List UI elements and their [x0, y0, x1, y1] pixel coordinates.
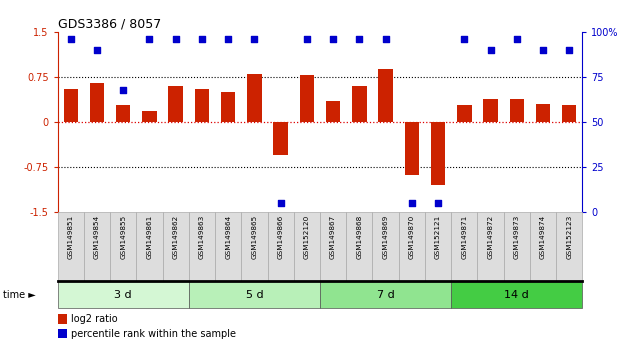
- Bar: [241, 212, 268, 281]
- Point: [459, 36, 469, 42]
- Point: [92, 47, 102, 53]
- Text: GSM149867: GSM149867: [330, 215, 336, 259]
- Bar: [556, 212, 582, 281]
- Point: [275, 200, 285, 206]
- Bar: [451, 212, 477, 281]
- Text: GSM149865: GSM149865: [252, 215, 257, 259]
- Text: GSM149871: GSM149871: [461, 215, 467, 259]
- Text: percentile rank within the sample: percentile rank within the sample: [70, 329, 236, 339]
- Point: [355, 36, 365, 42]
- Text: 7 d: 7 d: [377, 290, 394, 300]
- Text: GSM149872: GSM149872: [488, 215, 493, 259]
- Point: [433, 200, 443, 206]
- Bar: [346, 212, 372, 281]
- Text: GSM149862: GSM149862: [173, 215, 179, 259]
- Bar: [378, 69, 393, 122]
- Bar: [247, 74, 262, 122]
- Text: GSM149854: GSM149854: [94, 215, 100, 259]
- Bar: [300, 75, 314, 122]
- Text: GSM149866: GSM149866: [278, 215, 284, 259]
- Bar: [320, 212, 346, 281]
- Point: [380, 36, 390, 42]
- Bar: [536, 104, 550, 122]
- Bar: [483, 99, 498, 122]
- Bar: [562, 105, 577, 122]
- Point: [197, 36, 207, 42]
- Bar: [58, 314, 67, 324]
- Point: [485, 47, 495, 53]
- Point: [407, 200, 417, 206]
- Text: GSM149868: GSM149868: [356, 215, 362, 259]
- Point: [170, 36, 181, 42]
- Text: time ►: time ►: [3, 290, 36, 300]
- Bar: [116, 105, 131, 122]
- Text: 3 d: 3 d: [115, 290, 132, 300]
- Bar: [530, 212, 556, 281]
- Text: GSM149855: GSM149855: [120, 215, 126, 259]
- Bar: [58, 281, 189, 308]
- Bar: [90, 83, 104, 122]
- Text: GSM149873: GSM149873: [514, 215, 520, 259]
- Bar: [477, 212, 504, 281]
- Text: log2 ratio: log2 ratio: [70, 314, 117, 325]
- Bar: [404, 122, 419, 175]
- Bar: [58, 329, 67, 338]
- Text: GSM152120: GSM152120: [304, 215, 310, 259]
- Bar: [221, 92, 236, 122]
- Bar: [142, 111, 157, 122]
- Point: [249, 36, 260, 42]
- Bar: [399, 212, 425, 281]
- Text: GSM152123: GSM152123: [566, 215, 572, 259]
- Text: GSM149861: GSM149861: [147, 215, 152, 259]
- Bar: [168, 86, 183, 122]
- Text: GSM152121: GSM152121: [435, 215, 441, 259]
- Bar: [273, 122, 288, 155]
- Bar: [372, 212, 399, 281]
- Bar: [58, 212, 84, 281]
- Point: [66, 36, 76, 42]
- Point: [302, 36, 312, 42]
- Point: [538, 47, 548, 53]
- Text: GDS3386 / 8057: GDS3386 / 8057: [58, 18, 161, 31]
- Text: GSM149864: GSM149864: [225, 215, 231, 259]
- Bar: [509, 99, 524, 122]
- Point: [145, 36, 155, 42]
- Text: GSM149851: GSM149851: [68, 215, 74, 259]
- Bar: [352, 86, 367, 122]
- Point: [512, 36, 522, 42]
- Bar: [110, 212, 136, 281]
- Text: 5 d: 5 d: [246, 290, 263, 300]
- Bar: [425, 212, 451, 281]
- Text: GSM149870: GSM149870: [409, 215, 415, 259]
- Bar: [268, 212, 294, 281]
- Bar: [326, 101, 340, 122]
- Text: GSM149874: GSM149874: [540, 215, 546, 259]
- Point: [223, 36, 234, 42]
- Bar: [195, 89, 209, 122]
- Bar: [451, 281, 582, 308]
- Bar: [163, 212, 189, 281]
- Bar: [84, 212, 110, 281]
- Bar: [63, 89, 78, 122]
- Bar: [189, 212, 215, 281]
- Bar: [320, 281, 451, 308]
- Bar: [294, 212, 320, 281]
- Point: [118, 87, 128, 92]
- Bar: [215, 212, 241, 281]
- Bar: [189, 281, 320, 308]
- Text: GSM149863: GSM149863: [199, 215, 205, 259]
- Bar: [136, 212, 163, 281]
- Bar: [431, 122, 445, 185]
- Text: GSM149869: GSM149869: [383, 215, 388, 259]
- Point: [564, 47, 575, 53]
- Bar: [504, 212, 530, 281]
- Bar: [457, 105, 472, 122]
- Point: [328, 36, 339, 42]
- Text: 14 d: 14 d: [504, 290, 529, 300]
